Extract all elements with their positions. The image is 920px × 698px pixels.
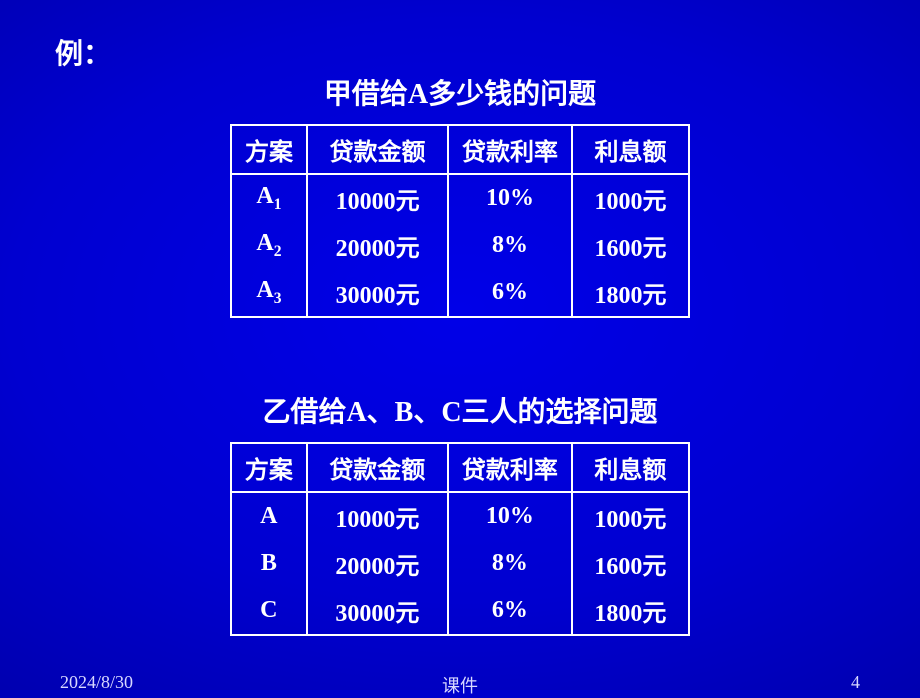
cell-interest: 1600元: [572, 540, 689, 587]
table-row: A 10000元 10% 1000元: [231, 492, 689, 540]
table-row: C 30000元 6% 1800元: [231, 587, 689, 635]
cell-amount: 10000元: [307, 492, 448, 540]
cell-rate: 8%: [448, 222, 572, 269]
cell-rate: 10%: [448, 492, 572, 540]
table-1-col-interest: 利息额: [572, 125, 689, 174]
table-2-col-plan: 方案: [231, 443, 307, 492]
cell-interest: 1600元: [572, 222, 689, 269]
footer-center: 课件: [442, 672, 478, 698]
table-1: 方案 贷款金额 贷款利率 利息额 A1 10000元 10% 1000元 A2 …: [230, 124, 690, 318]
table-1-header-row: 方案 贷款金额 贷款利率 利息额: [231, 125, 689, 174]
cell-amount: 10000元: [307, 174, 448, 222]
section-2-title: 乙借给A、B、C三人的选择问题: [230, 390, 690, 430]
cell-amount: 30000元: [307, 587, 448, 635]
table-2-col-amount: 贷款金额: [307, 443, 448, 492]
cell-interest: 1800元: [572, 269, 689, 317]
table-row: A3 30000元 6% 1800元: [231, 269, 689, 317]
table-1-col-plan: 方案: [231, 125, 307, 174]
cell-amount: 30000元: [307, 269, 448, 317]
cell-plan: A: [231, 492, 307, 540]
cell-interest: 1000元: [572, 492, 689, 540]
cell-plan: B: [231, 540, 307, 587]
cell-rate: 8%: [448, 540, 572, 587]
cell-plan: A1: [231, 174, 307, 222]
section-2: 乙借给A、B、C三人的选择问题 方案 贷款金额 贷款利率 利息额 A 10000…: [230, 390, 690, 636]
cell-plan: C: [231, 587, 307, 635]
table-2-col-rate: 贷款利率: [448, 443, 572, 492]
cell-rate: 6%: [448, 587, 572, 635]
table-row: A2 20000元 8% 1600元: [231, 222, 689, 269]
cell-amount: 20000元: [307, 540, 448, 587]
cell-plan: A3: [231, 269, 307, 317]
table-row: A1 10000元 10% 1000元: [231, 174, 689, 222]
cell-rate: 10%: [448, 174, 572, 222]
table-2-col-interest: 利息额: [572, 443, 689, 492]
cell-interest: 1800元: [572, 587, 689, 635]
table-2-header-row: 方案 贷款金额 贷款利率 利息额: [231, 443, 689, 492]
cell-amount: 20000元: [307, 222, 448, 269]
table-1-col-rate: 贷款利率: [448, 125, 572, 174]
example-label: 例：: [55, 32, 111, 72]
cell-rate: 6%: [448, 269, 572, 317]
section-1: 甲借给A多少钱的问题 方案 贷款金额 贷款利率 利息额 A1 10000元 10…: [230, 72, 690, 318]
table-row: B 20000元 8% 1600元: [231, 540, 689, 587]
table-1-col-amount: 贷款金额: [307, 125, 448, 174]
cell-plan: A2: [231, 222, 307, 269]
table-2: 方案 贷款金额 贷款利率 利息额 A 10000元 10% 1000元 B 20…: [230, 442, 690, 636]
cell-interest: 1000元: [572, 174, 689, 222]
section-1-title: 甲借给A多少钱的问题: [230, 72, 690, 112]
